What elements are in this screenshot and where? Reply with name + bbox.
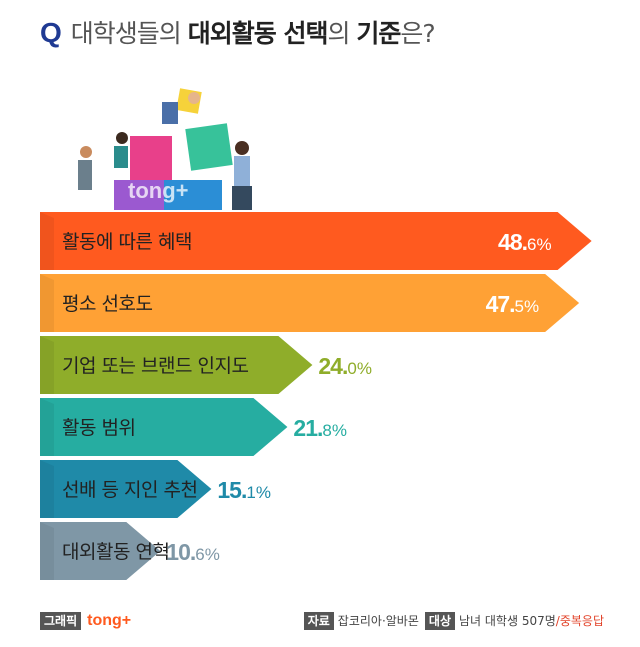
pink-block <box>130 136 172 180</box>
person-left-head <box>116 132 128 144</box>
title-part-4: 기준 <box>356 19 401 48</box>
bar-shape <box>40 212 592 270</box>
purple-block <box>114 180 164 210</box>
brand-logo: tong+ <box>87 612 132 629</box>
q-mark: Q <box>40 17 62 48</box>
title-part-3: 의 <box>327 19 357 48</box>
bar-value-label: 15.1% <box>217 477 271 503</box>
source-tag: 자료 <box>303 612 334 630</box>
multi-response-note: /중복응답 <box>555 614 604 628</box>
person-right-head <box>235 141 249 155</box>
bar-2: 평소 선호도 47.5% <box>40 274 580 332</box>
green-block <box>185 123 233 171</box>
footer: 그래픽 tong+ 자료 잡코리아·알바몬 대상 남녀 대학생 507명/중복응답 <box>40 612 604 634</box>
bar-category-label: 활동 범위 <box>62 417 135 439</box>
bar-fold-shade <box>40 522 54 580</box>
bar-shape <box>40 274 580 332</box>
person-right-legs <box>232 186 252 210</box>
bar-fold-shade <box>40 212 54 270</box>
person-far-left-body <box>78 160 92 190</box>
tong-watermark: tong+ <box>128 178 189 203</box>
source-text: 잡코리아·알바몬 <box>337 614 419 628</box>
title-part-1: 대학생들의 <box>70 19 188 48</box>
bar-category-label: 대외활동 연혁 <box>62 541 169 563</box>
bar-category-label: 기업 또는 브랜드 인지도 <box>62 355 248 377</box>
bar-fold-shade <box>40 460 54 518</box>
title-part-2: 대외활동 선택 <box>187 19 329 48</box>
target-tag: 대상 <box>424 612 455 630</box>
bar-value-label: 47.5% <box>486 291 540 317</box>
bar-value-label: 10.6% <box>166 539 220 565</box>
bar-category-label: 선배 등 지인 추천 <box>62 479 197 501</box>
bar-5: 선배 등 지인 추천 15.1% <box>40 460 271 518</box>
page-title: Q 대학생들의 대외활동 선택의 기준은? <box>40 14 436 50</box>
graphic-tag: 그래픽 <box>40 612 82 630</box>
bar-value-label: 24.0% <box>318 353 372 379</box>
people-blocks-illustration: tong+ <box>78 88 252 210</box>
person-right-body <box>234 156 250 186</box>
bar-category-label: 활동에 따른 혜택 <box>62 231 192 253</box>
bar-shape <box>40 398 288 456</box>
person-top-body <box>162 102 178 124</box>
footer-source: 자료 잡코리아·알바몬 대상 남녀 대학생 507명/중복응답 <box>303 612 604 630</box>
blue-block <box>164 180 222 210</box>
bar-value-label: 48.6% <box>498 229 552 255</box>
bar-fold-shade <box>40 398 54 456</box>
bar-shape <box>40 522 161 580</box>
bar-value-label: 21.8% <box>293 415 347 441</box>
person-top-head <box>188 92 200 104</box>
bar-fold-shade <box>40 336 54 394</box>
bar-1: 활동에 따른 혜택 48.6% <box>40 212 592 270</box>
bar-4: 활동 범위 21.8% <box>40 398 347 456</box>
bar-3: 기업 또는 브랜드 인지도 24.0% <box>40 336 372 394</box>
person-far-left-head <box>80 146 92 158</box>
target-text: 남녀 대학생 507명 <box>459 614 556 628</box>
bar-shape <box>40 336 313 394</box>
bar-shape <box>40 460 212 518</box>
bar-category-label: 평소 선호도 <box>62 293 152 315</box>
bar-fold-shade <box>40 274 54 332</box>
title-part-5: 은? <box>400 19 435 48</box>
person-left-body <box>114 146 128 168</box>
